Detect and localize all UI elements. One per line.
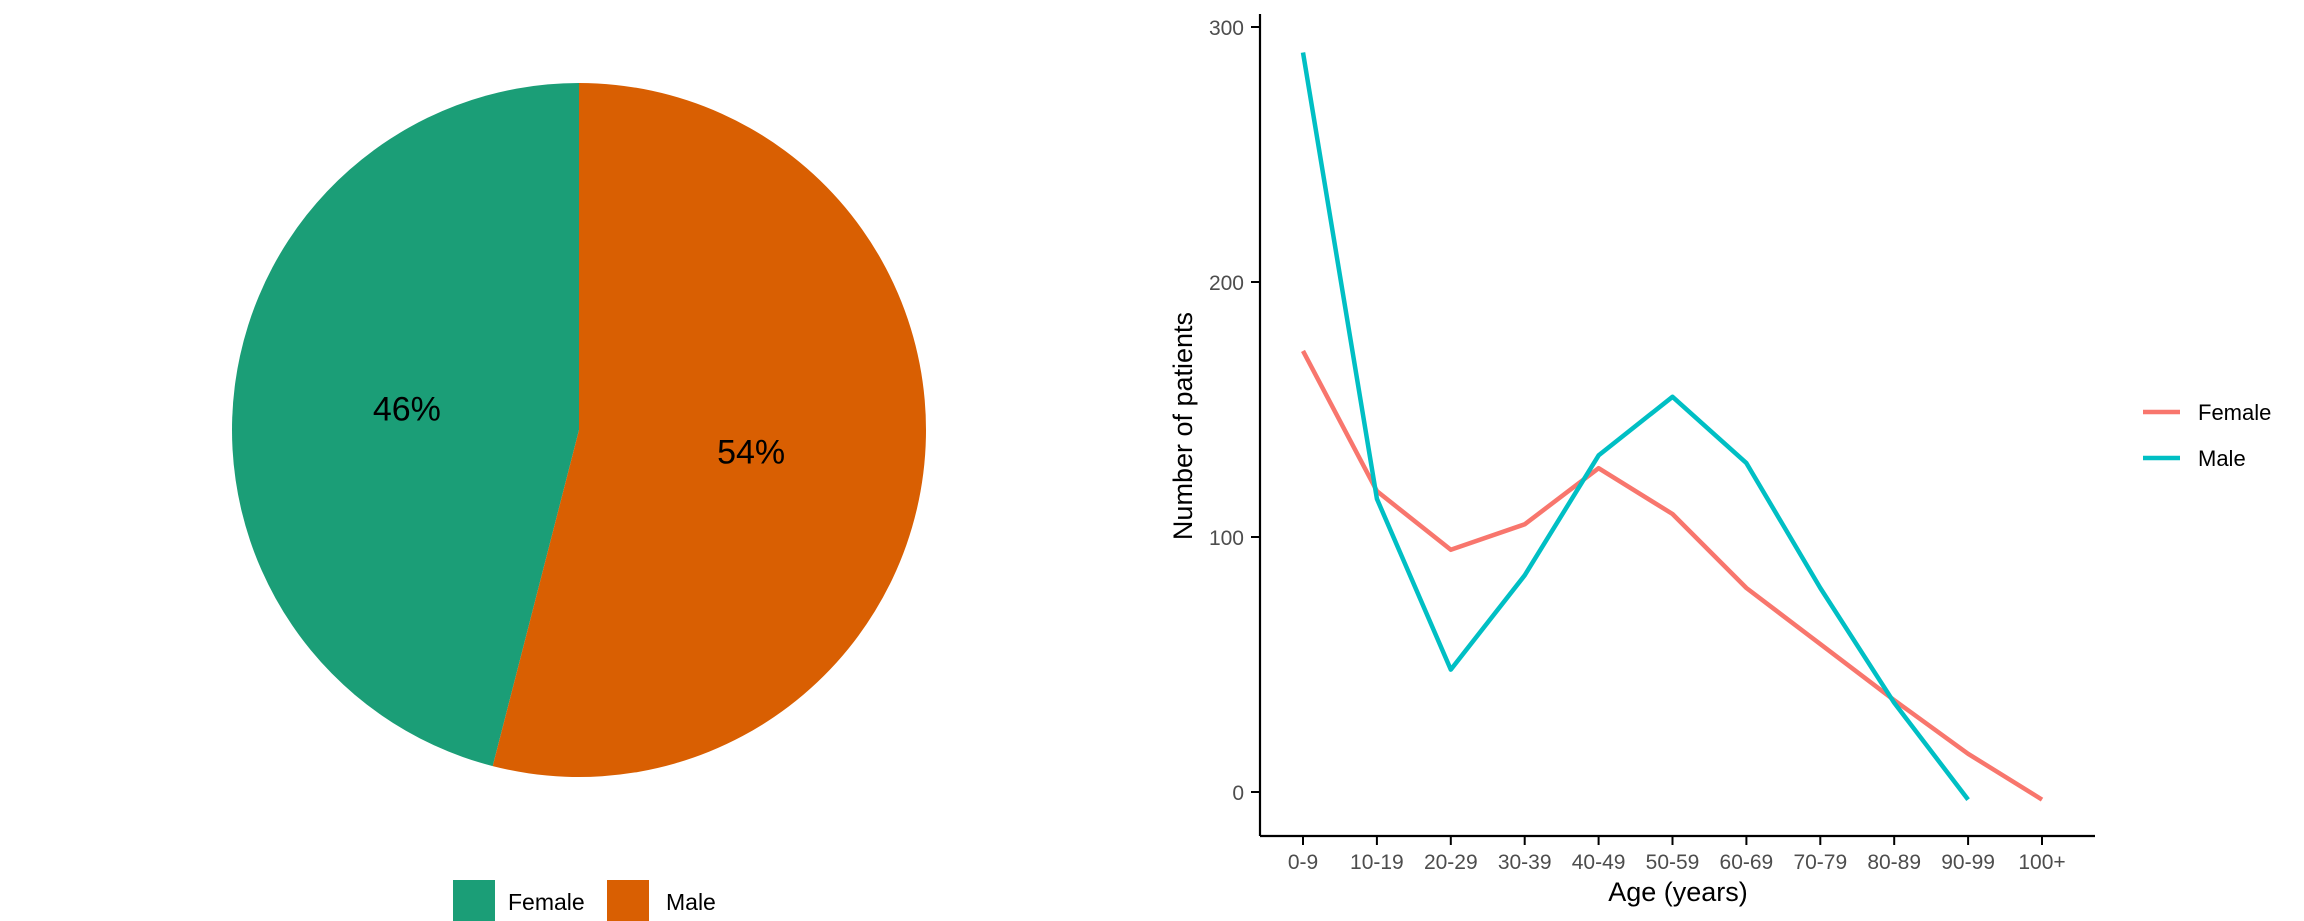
x-tick-label-40-49: 40-49 bbox=[1572, 851, 1626, 874]
y-tick-label-300: 300 bbox=[1209, 17, 1244, 40]
line-legend-label-female: Female bbox=[2198, 400, 2271, 425]
line-legend-label-male: Male bbox=[2198, 446, 2246, 471]
pie-slices bbox=[232, 83, 927, 778]
x-tick-label-30-39: 30-39 bbox=[1498, 851, 1552, 874]
pie-slice-male bbox=[492, 83, 927, 778]
series-lines bbox=[1300, 52, 2044, 802]
x-axis-ticks: 0-9 10-19 20-29 30-39 40-49 50-59 60-69 70-79 80… bbox=[1288, 836, 2066, 874]
x-tick-label-80-89: 80-89 bbox=[1867, 851, 1921, 874]
pie-label-male: 54% bbox=[717, 434, 785, 472]
y-tick-label-100: 100 bbox=[1209, 527, 1244, 550]
x-axis-title: Age (years) bbox=[1608, 877, 1748, 907]
y-axis-ticks: 0 100 200 300 bbox=[1209, 17, 1260, 805]
y-tick-label-200: 200 bbox=[1209, 272, 1244, 295]
pie-legend: Female Male bbox=[453, 880, 716, 921]
pie-slice-female bbox=[232, 83, 579, 767]
x-tick-label-100: 100+ bbox=[2018, 851, 2065, 874]
series-line-male bbox=[1300, 52, 1970, 801]
pie-legend-label-female: Female bbox=[508, 889, 585, 915]
pie-chart: 46% 54% Female Male bbox=[232, 83, 927, 921]
x-tick-label-90-99: 90-99 bbox=[1941, 851, 1995, 874]
series-line-female bbox=[1301, 349, 2044, 802]
line-legend: Female Male bbox=[2143, 400, 2271, 471]
x-tick-label-20-29: 20-29 bbox=[1424, 851, 1478, 874]
x-tick-label-10-19: 10-19 bbox=[1350, 851, 1404, 874]
pie-legend-key-male bbox=[607, 880, 649, 921]
pie-legend-key-female bbox=[453, 880, 495, 921]
y-axis-title: Number of patients bbox=[1168, 312, 1198, 540]
pie-labels: 46% 54% bbox=[373, 390, 785, 471]
x-tick-label-70-79: 70-79 bbox=[1793, 851, 1847, 874]
pie-label-female: 46% bbox=[373, 390, 441, 428]
x-tick-label-0-9: 0-9 bbox=[1288, 851, 1318, 874]
x-tick-label-60-69: 60-69 bbox=[1720, 851, 1774, 874]
pie-legend-label-male: Male bbox=[666, 889, 716, 915]
y-tick-label-0: 0 bbox=[1232, 782, 1244, 805]
line-chart: 0 100 200 300 0-9 10-19 20-29 30-39 40-49 50-59 6… bbox=[1168, 14, 2271, 907]
x-tick-label-50-59: 50-59 bbox=[1646, 851, 1700, 874]
